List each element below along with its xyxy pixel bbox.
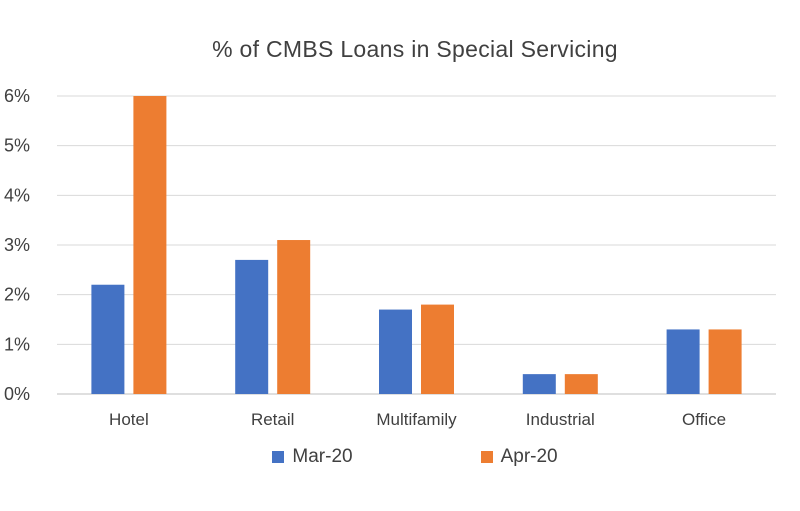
bar-retail-mar-20 — [235, 259, 269, 394]
x-category-label: Industrial — [526, 410, 595, 429]
chart-title: % of CMBS Loans in Special Servicing — [212, 36, 618, 62]
legend-swatch-mar-20 — [272, 451, 285, 463]
bar-hotel-apr-20 — [133, 96, 167, 394]
y-tick-label: 3% — [4, 235, 30, 255]
x-category-label: Retail — [251, 410, 294, 429]
gridlines — [57, 95, 776, 395]
y-tick-label: 0% — [4, 384, 30, 404]
y-axis-ticks: 0% 1% 2% 3% 4% 5% 6% — [4, 86, 30, 404]
bar-retail-apr-20 — [277, 240, 311, 394]
bar-multifamily-apr-20 — [421, 304, 454, 394]
y-tick-label: 4% — [4, 185, 30, 205]
y-tick-label: 2% — [4, 285, 30, 305]
y-tick-label: 5% — [4, 136, 30, 156]
bar-office-mar-20 — [666, 329, 700, 394]
bar-multifamily-mar-20 — [379, 309, 412, 394]
legend-item-apr-20: Apr-20 — [480, 446, 558, 468]
x-category-label: Office — [682, 410, 726, 429]
legend-item-mar-20: Mar-20 — [272, 446, 353, 468]
bar-hotel-mar-20 — [91, 284, 125, 394]
x-axis-categories: Hotel Retail Multifamily Industrial Office — [109, 410, 726, 429]
legend: Mar-20 Apr-20 — [0, 446, 800, 468]
bar-industrial-mar-20 — [522, 374, 556, 394]
bar-office-apr-20 — [708, 329, 742, 394]
bar-industrial-apr-20 — [564, 374, 598, 394]
y-tick-label: 1% — [4, 334, 30, 354]
bars — [91, 96, 742, 394]
x-category-label: Hotel — [109, 410, 149, 429]
legend-swatch-apr-20 — [480, 451, 493, 463]
x-category-label: Multifamily — [376, 410, 457, 429]
legend-label-mar-20: Mar-20 — [292, 446, 353, 467]
y-tick-label: 6% — [4, 86, 30, 106]
legend-label-apr-20: Apr-20 — [500, 446, 558, 467]
